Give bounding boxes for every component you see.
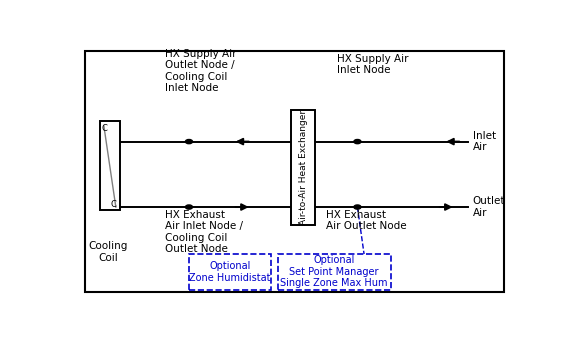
- Circle shape: [185, 139, 193, 144]
- Text: Optional
Set Point Manager
Single Zone Max Hum: Optional Set Point Manager Single Zone M…: [280, 255, 388, 288]
- Text: C: C: [110, 200, 117, 209]
- Text: Air-to-Air Heat Exchanger: Air-to-Air Heat Exchanger: [299, 110, 308, 225]
- Bar: [291, 110, 315, 225]
- Text: HX Supply Air
Outlet Node /
Cooling Coil
Inlet Node: HX Supply Air Outlet Node / Cooling Coil…: [165, 49, 236, 94]
- Bar: [277, 254, 391, 290]
- Circle shape: [354, 205, 361, 209]
- Text: HX Exhaust
Air Inlet Node /
Cooling Coil
Outlet Node: HX Exhaust Air Inlet Node / Cooling Coil…: [165, 210, 243, 254]
- Text: Optional
Zone Humidistat: Optional Zone Humidistat: [189, 261, 271, 283]
- Bar: [189, 254, 271, 290]
- Text: HX Supply Air
Inlet Node: HX Supply Air Inlet Node: [337, 54, 409, 75]
- Text: HX Exhaust
Air Outlet Node: HX Exhaust Air Outlet Node: [327, 210, 407, 231]
- Circle shape: [354, 139, 361, 144]
- Bar: [100, 121, 120, 210]
- Text: Inlet
Air: Inlet Air: [472, 131, 496, 152]
- Text: C: C: [101, 124, 107, 133]
- Circle shape: [185, 205, 193, 209]
- Text: Cooling
Coil: Cooling Coil: [89, 241, 128, 263]
- Text: Outlet
Air: Outlet Air: [472, 196, 505, 218]
